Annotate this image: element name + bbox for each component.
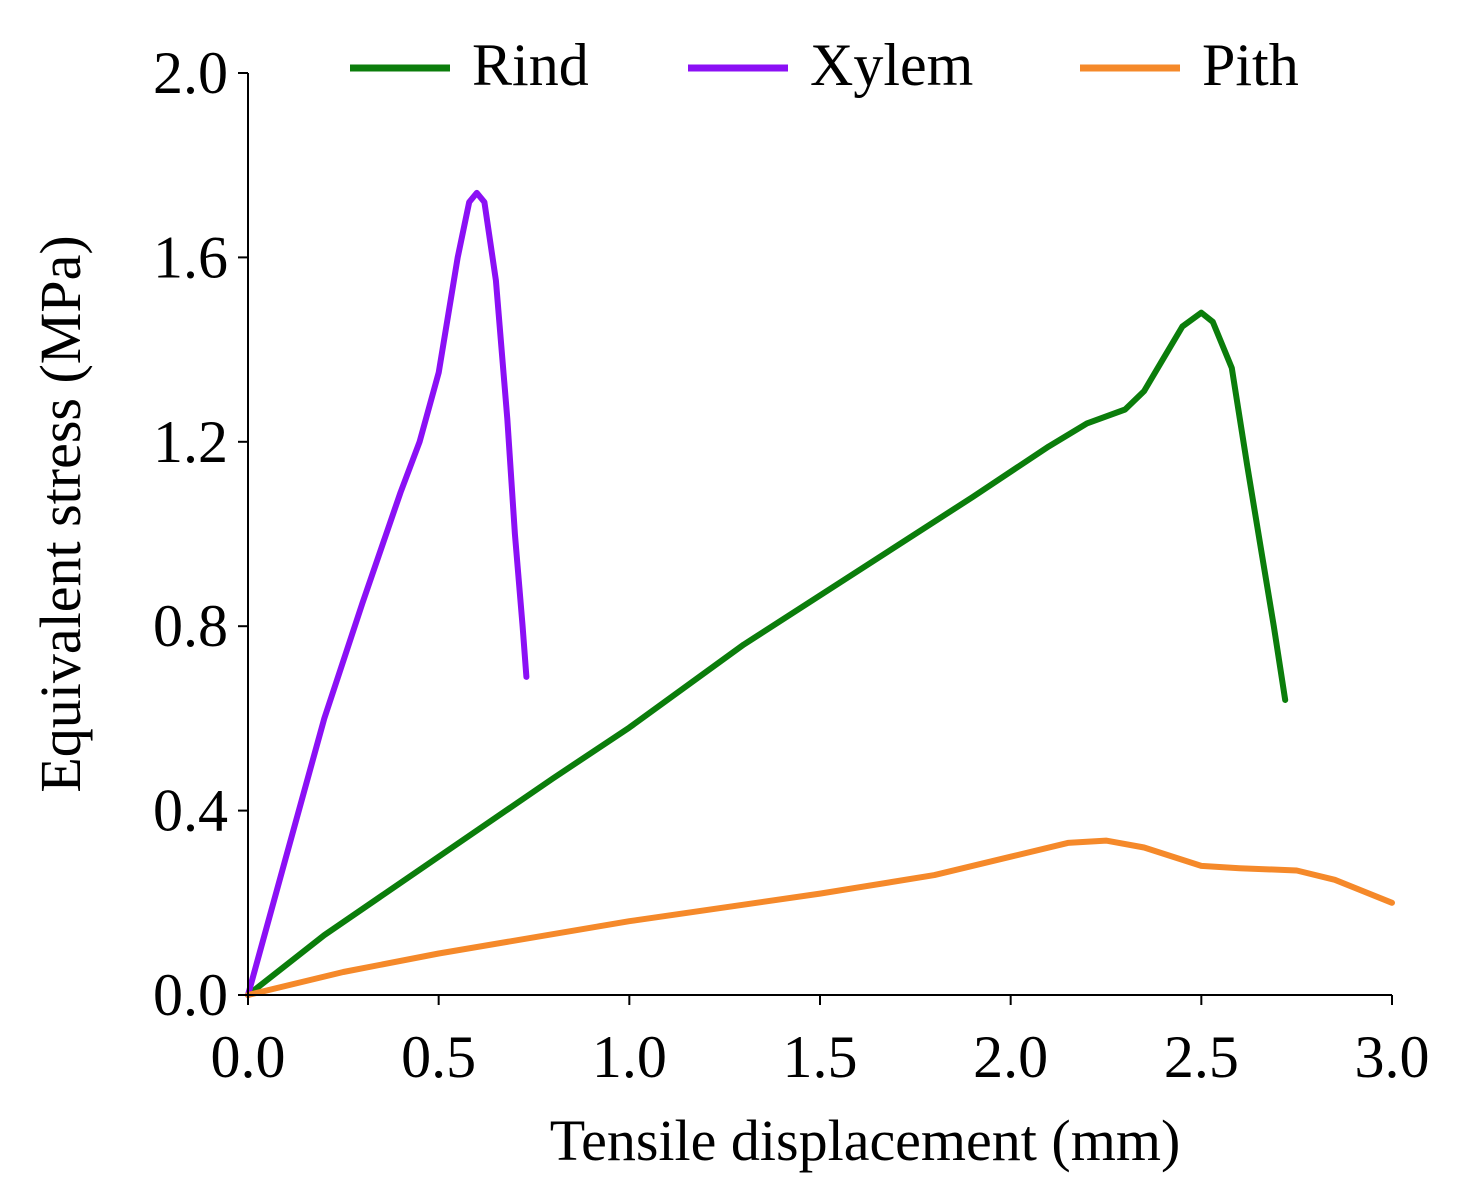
x-tick-label: 1.5 bbox=[783, 1024, 858, 1090]
x-tick-label: 0.0 bbox=[211, 1024, 286, 1090]
series-line-xylem bbox=[245, 189, 530, 998]
x-axis-title: Tensile displacement (mm) bbox=[550, 1108, 1181, 1173]
x-tick-label: 2.0 bbox=[973, 1024, 1048, 1090]
plot-area: 0.0 0.4 0.8 1.2 1.6 2.0 0.0 0.5 1.0 1.5 2.0 2.5 3.0 bbox=[153, 40, 1430, 1090]
legend-label-xylem: Xylem bbox=[810, 32, 973, 98]
series-line-rind bbox=[245, 309, 1289, 998]
legend-label-pith: Pith bbox=[1202, 32, 1299, 98]
x-tick-label: 2.5 bbox=[1164, 1024, 1239, 1090]
y-axis-ticks: 0.0 0.4 0.8 1.2 1.6 2.0 bbox=[153, 40, 248, 1028]
y-tick-label: 0.0 bbox=[153, 962, 228, 1028]
legend: Rind Xylem Pith bbox=[350, 32, 1299, 98]
y-tick-label: 0.8 bbox=[153, 593, 228, 659]
y-axis-title: Equivalent stress (MPa) bbox=[28, 235, 93, 792]
x-tick-label: 1.0 bbox=[592, 1024, 667, 1090]
y-tick-label: 1.6 bbox=[153, 224, 228, 290]
y-tick-label: 0.4 bbox=[153, 778, 228, 844]
x-tick-label: 0.5 bbox=[401, 1024, 476, 1090]
axes-frame bbox=[247, 73, 1392, 996]
series-layer bbox=[245, 189, 1395, 998]
legend-label-rind: Rind bbox=[472, 32, 589, 98]
y-tick-label: 2.0 bbox=[153, 40, 228, 106]
x-axis-ticks: 0.0 0.5 1.0 1.5 2.0 2.5 3.0 bbox=[211, 995, 1430, 1090]
x-tick-label: 3.0 bbox=[1355, 1024, 1430, 1090]
y-tick-label: 1.2 bbox=[153, 409, 228, 475]
series-line-pith bbox=[245, 837, 1395, 998]
